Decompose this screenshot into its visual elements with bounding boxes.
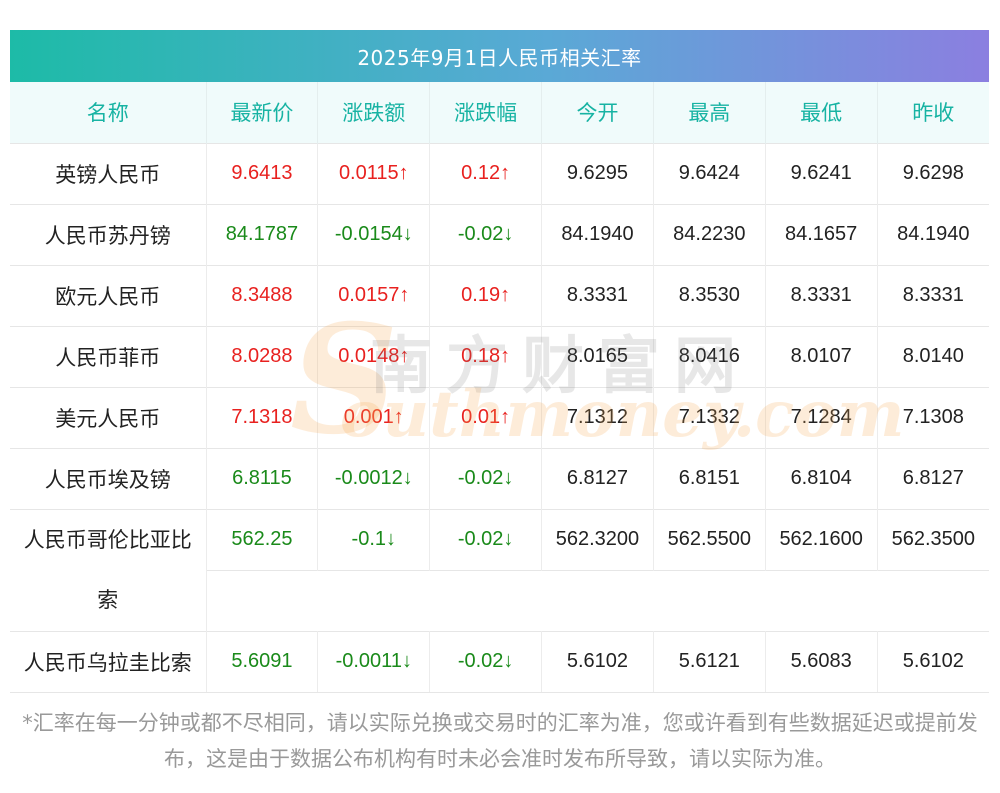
cell-name: 欧元人民币 [10,264,207,326]
cell-name: 美元人民币 [10,386,207,448]
table-row: 人民币哥伦比亚比 索 562.25 -0.1↓ -0.02↓ 562.3200 … [10,508,989,631]
cell-prev: 5.6102 [877,630,989,693]
cell-open: 7.1312 [541,386,654,448]
header-latest: 最新价 [206,82,319,143]
header-prev: 昨收 [877,82,989,143]
cell-latest: 84.1787 [206,203,319,265]
cell-prev: 8.0140 [877,325,989,387]
cell-low: 8.0107 [765,325,878,387]
row-spacer [206,569,989,631]
cell-pct: 0.19↑ [429,264,543,326]
cell-high: 5.6121 [653,630,766,693]
cell-open: 562.3200 [541,508,654,570]
cell-pct: -0.02↓ [429,630,543,693]
cell-latest: 6.8115 [206,447,319,509]
cell-high: 9.6424 [653,142,766,204]
disclaimer-note: *汇率在每一分钟或都不尽相同，请以实际兑换或交易时的汇率为准，您或许看到有些数据… [22,711,978,771]
cell-name: 人民币乌拉圭比索 [10,630,207,693]
cell-pct: 0.12↑ [429,142,543,204]
cell-pct: -0.02↓ [429,203,543,265]
table-row-spacer [10,569,989,631]
cell-change: -0.0154↓ [317,203,431,265]
cell-prev: 84.1940 [877,203,989,265]
table-header-row: 名称 最新价 涨跌额 涨跌幅 今开 最高 最低 昨收 [10,82,989,143]
cell-latest: 562.25 [206,508,319,570]
rate-table: 名称 最新价 涨跌额 涨跌幅 今开 最高 最低 昨收 英镑人民币 9.6413 … [10,82,989,693]
cell-pct: 0.18↑ [429,325,543,387]
cell-change: 0.001↑ [317,386,431,448]
cell-pct: -0.02↓ [429,447,543,509]
cell-high: 562.5500 [653,508,766,570]
cell-change: 0.0157↑ [317,264,431,326]
cell-low: 562.1600 [765,508,878,570]
cell-latest: 9.6413 [206,142,319,204]
header-open: 今开 [541,82,654,143]
table-row: 人民币乌拉圭比索 5.6091 -0.0011↓ -0.02↓ 5.6102 5… [10,630,989,693]
table-title: 2025年9月1日人民币相关汇率 [10,30,989,82]
header-name: 名称 [10,82,207,143]
cell-open: 6.8127 [541,447,654,509]
cell-pct: -0.02↓ [429,508,543,570]
cell-change: -0.0011↓ [317,630,431,693]
cell-name: 人民币菲币 [10,325,207,387]
cell-open: 8.3331 [541,264,654,326]
cell-prev: 8.3331 [877,264,989,326]
cell-change: 0.0115↑ [317,142,431,204]
table-row: 欧元人民币 8.3488 0.0157↑ 0.19↑ 8.3331 8.3530… [10,264,989,326]
cell-name: 人民币哥伦比亚比 索 [10,508,207,631]
table-row: 英镑人民币 9.6413 0.0115↑ 0.12↑ 9.6295 9.6424… [10,142,989,204]
cell-latest: 8.3488 [206,264,319,326]
cell-prev: 6.8127 [877,447,989,509]
header-change: 涨跌额 [317,82,431,143]
cell-name: 英镑人民币 [10,142,207,204]
table-row: 美元人民币 7.1318 0.001↑ 0.01↑ 7.1312 7.1332 … [10,386,989,448]
cell-prev: 562.3500 [877,508,989,570]
cell-latest: 5.6091 [206,630,319,693]
cell-low: 8.3331 [765,264,878,326]
cell-low: 84.1657 [765,203,878,265]
cell-low: 7.1284 [765,386,878,448]
header-low: 最低 [765,82,878,143]
table-row: 人民币埃及镑 6.8115 -0.0012↓ -0.02↓ 6.8127 6.8… [10,447,989,509]
cell-open: 8.0165 [541,325,654,387]
cell-open: 84.1940 [541,203,654,265]
table-row: 人民币菲币 8.0288 0.0148↑ 0.18↑ 8.0165 8.0416… [10,325,989,387]
cell-high: 84.2230 [653,203,766,265]
cell-low: 5.6083 [765,630,878,693]
rate-table-container: 2025年9月1日人民币相关汇率 名称 最新价 涨跌额 涨跌幅 今开 最高 最低… [10,30,989,693]
cell-prev: 9.6298 [877,142,989,204]
cell-change: 0.0148↑ [317,325,431,387]
cell-name-line1: 人民币哥伦比亚比 [23,527,192,552]
header-pct: 涨跌幅 [429,82,543,143]
cell-high: 7.1332 [653,386,766,448]
cell-name: 人民币埃及镑 [10,447,207,509]
cell-open: 9.6295 [541,142,654,204]
cell-change: -0.0012↓ [317,447,431,509]
table-row: 人民币苏丹镑 84.1787 -0.0154↓ -0.02↓ 84.1940 8… [10,203,989,265]
cell-high: 6.8151 [653,447,766,509]
cell-latest: 8.0288 [206,325,319,387]
cell-high: 8.0416 [653,325,766,387]
header-high: 最高 [653,82,766,143]
cell-name: 人民币苏丹镑 [10,203,207,265]
cell-prev: 7.1308 [877,386,989,448]
cell-open: 5.6102 [541,630,654,693]
cell-low: 9.6241 [765,142,878,204]
cell-latest: 7.1318 [206,386,319,448]
cell-change: -0.1↓ [317,508,431,570]
cell-name-line2: 索 [97,587,119,612]
cell-pct: 0.01↑ [429,386,543,448]
cell-high: 8.3530 [653,264,766,326]
cell-low: 6.8104 [765,447,878,509]
